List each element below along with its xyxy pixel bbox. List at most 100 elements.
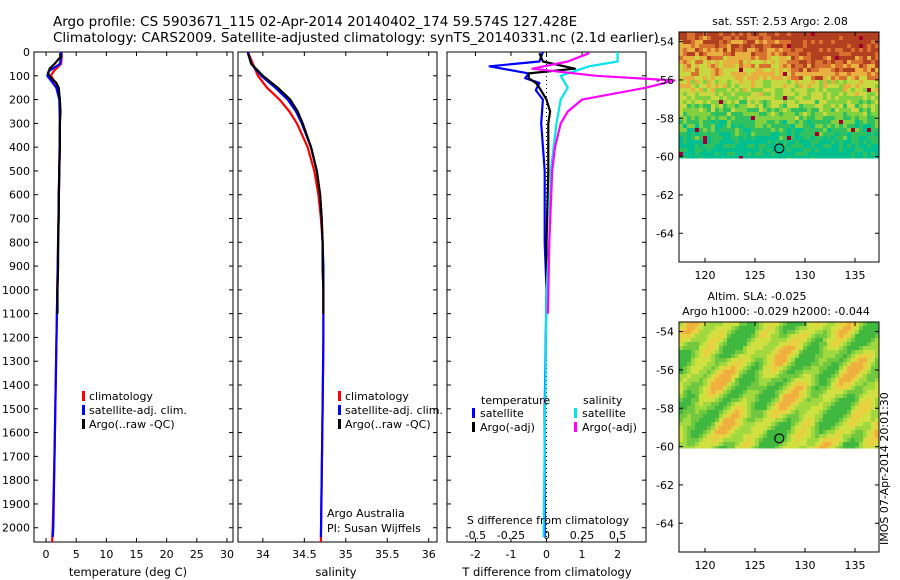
legend-heading-salinity: salinity <box>583 394 623 407</box>
temperature-panel: 0100200300400500600700800900100011001200… <box>2 46 234 561</box>
legend-label: satellite-adj. clim. <box>345 404 443 417</box>
temperature-ytick-label: 100 <box>9 70 30 83</box>
panel-sla-ytick-label: -54 <box>656 326 674 339</box>
panel-sst-ytick-label: -62 <box>656 189 674 202</box>
legend-label: Argo(..raw -QC) <box>89 418 175 431</box>
panel-sla-xtick-label: 120 <box>695 559 716 572</box>
salinity-panel: 34 34.5 35 35.5 36 climatologysatellite-adj. … <box>237 51 443 561</box>
difference-xtick-label: 2 <box>614 548 621 561</box>
sst-map-panel: -54 -56 -58 -60 -62 -64 120 125 130 135 <box>656 31 880 282</box>
panel-sla-xtick-label: 135 <box>845 559 866 572</box>
legend-label: satellite <box>480 407 524 420</box>
temperature-xtick-label: 20 <box>160 548 174 561</box>
difference-xtick2-label: 0 <box>543 529 550 542</box>
legend-label: satellite <box>582 407 626 420</box>
temperature-ytick-label: 600 <box>9 189 30 202</box>
temperature-frame <box>33 51 234 543</box>
temperature-ytick-label: 900 <box>9 260 30 273</box>
salinity-xtick-label: 36 <box>422 548 436 561</box>
panel-sst-ytick-label: -60 <box>656 151 674 164</box>
temperature-xtick-label: 0 <box>43 548 50 561</box>
argo-australia-label: Argo Australia <box>327 507 405 520</box>
sla-map-subtitle: Argo h1000: -0.029 h2000: -0.044 <box>682 305 870 318</box>
panel-sla-float-marker <box>774 433 785 444</box>
temperature-ytick-label: 1300 <box>2 355 30 368</box>
panel-sla-ytick-label: -60 <box>656 441 674 454</box>
difference-xtick-label: -2 <box>470 548 481 561</box>
salinity-xtick-label: 35.5 <box>375 548 400 561</box>
panel-sla-ytick-label: -64 <box>656 517 674 530</box>
difference-xtick-label: -1 <box>505 548 516 561</box>
panel-sla-ytick-label: -56 <box>656 364 674 377</box>
panel-sst-ytick-label: -54 <box>656 36 674 49</box>
temperature-ytick-label: 0 <box>23 46 30 59</box>
temperature-xtick-label: 30 <box>220 548 234 561</box>
difference-series-2 <box>542 52 619 538</box>
legend-swatch <box>82 405 85 415</box>
legend-swatch <box>338 405 341 415</box>
panel-sst-xtick-label: 120 <box>695 269 716 282</box>
legend-swatch <box>338 391 341 401</box>
temperature-xtick-label: 25 <box>190 548 204 561</box>
panel-sla-frame <box>678 321 880 553</box>
temperature-ytick-label: 1200 <box>2 331 30 344</box>
legend-label: climatology <box>89 390 153 403</box>
legend-swatch <box>82 391 85 401</box>
temperature-ytick-label: 400 <box>9 141 30 154</box>
panel-sst-xtick-label: 125 <box>745 269 766 282</box>
difference-xtick2-label: -0.25 <box>497 529 525 542</box>
header-line-1: Argo profile: CS 5903671_115 02-Apr-2014… <box>53 14 577 30</box>
temperature-ytick-label: 800 <box>9 236 30 249</box>
salinity-xtick-label: 34 <box>256 548 270 561</box>
temperature-ytick-label: 700 <box>9 213 30 226</box>
salinity-xtick-label: 35 <box>339 548 353 561</box>
temperature-ytick-label: 1900 <box>2 498 30 511</box>
temperature-series-2 <box>46 53 62 314</box>
panel-sla-ytick-label: -62 <box>656 479 674 492</box>
legend-label: Argo(-adj) <box>480 421 535 434</box>
legend-label: climatology <box>345 390 409 403</box>
difference-series-1 <box>527 52 577 314</box>
s-difference-axis-label: S difference from climatology <box>467 514 630 527</box>
difference-xtick2-label: 0.25 <box>570 529 595 542</box>
panel-sla-ytick-label: -58 <box>656 402 674 415</box>
temperature-ytick-label: 300 <box>9 117 30 130</box>
temperature-xtick-label: 15 <box>130 548 144 561</box>
panel-sla-cells <box>679 322 879 449</box>
legend-swatch <box>472 422 475 432</box>
temperature-ytick-label: 2000 <box>2 522 30 535</box>
temperature-ytick-label: 1600 <box>2 427 30 440</box>
panel-sla-xtick-label: 130 <box>795 559 816 572</box>
panel-sst-ytick-label: -58 <box>656 112 674 125</box>
temperature-ytick-label: 500 <box>9 165 30 178</box>
t-difference-axis-label: T difference from climatology <box>461 565 632 579</box>
legend-swatch <box>82 419 85 429</box>
panel-sst-xtick-label: 135 <box>845 269 866 282</box>
salinity-xtick-label: 34.5 <box>292 548 317 561</box>
temperature-ytick-label: 1500 <box>2 403 30 416</box>
legend-label: satellite-adj. clim. <box>89 404 187 417</box>
difference-xtick-label: 0 <box>543 548 550 561</box>
pi-label: PI: Susan Wijffels <box>327 522 421 535</box>
legend-heading-temperature: temperature <box>481 394 550 407</box>
sla-map-title: Altim. SLA: -0.025 <box>707 290 806 303</box>
temperature-ytick-label: 1800 <box>2 474 30 487</box>
temperature-ytick-label: 200 <box>9 94 30 107</box>
sla-map-panel: -54 -56 -58 -60 -62 -64 120 125 130 135 <box>656 321 880 572</box>
salinity-axis-label: salinity <box>315 565 356 579</box>
panel-sla-xtick-label: 125 <box>745 559 766 572</box>
panel-sst-xtick-label: 130 <box>795 269 816 282</box>
legend-swatch <box>472 408 475 418</box>
difference-xtick2-label: 0.5 <box>609 529 627 542</box>
temperature-ytick-label: 1100 <box>2 308 30 321</box>
panel-sst-float-marker <box>774 143 785 154</box>
temperature-ytick-label: 1000 <box>2 284 30 297</box>
panel-sst-frame <box>678 31 880 263</box>
salinity-series-2 <box>246 52 325 314</box>
panel-sst-cells <box>679 32 879 159</box>
legend-swatch <box>574 408 577 418</box>
legend-swatch <box>338 419 341 429</box>
difference-panel: -2 -1 0 1 2 -0.5 -0.25 0 0.25 0.5 temperature salin… <box>446 51 676 561</box>
legend-label: Argo(..raw -QC) <box>345 418 431 431</box>
